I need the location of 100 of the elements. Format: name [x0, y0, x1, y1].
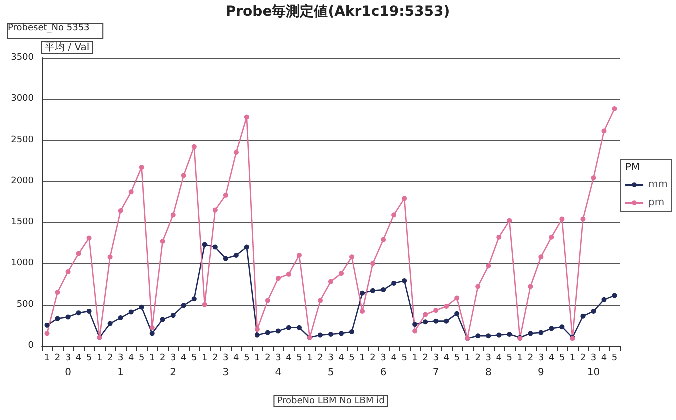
point — [507, 332, 512, 337]
x-tick-label: 2 — [528, 354, 534, 364]
text: 1 — [118, 368, 124, 378]
x-tick-label: 5 — [244, 354, 250, 364]
x-tick-label: 1 — [570, 354, 576, 364]
point — [370, 261, 376, 266]
point — [212, 208, 218, 213]
x-tick-label: 2 — [212, 354, 218, 364]
y-tick-label: 3500 — [11, 53, 34, 63]
legend-label: pm — [648, 198, 665, 208]
point — [370, 288, 376, 294]
x-tick-label: 5 — [192, 354, 198, 364]
point — [434, 308, 439, 314]
x-tick-label: 4 — [286, 354, 292, 364]
x-tick-label: 4 — [338, 354, 345, 364]
point — [86, 236, 92, 241]
point — [55, 290, 60, 296]
point — [328, 332, 334, 337]
point — [108, 321, 113, 326]
x-tick-label: 3 — [538, 354, 544, 364]
point — [66, 269, 71, 274]
point — [360, 290, 366, 296]
y-tick-label: 1500 — [11, 218, 34, 228]
point — [254, 327, 260, 332]
x-tick-label: 2 — [107, 354, 114, 364]
x-tick-label: 4 — [548, 354, 555, 364]
point — [265, 298, 270, 304]
point — [350, 254, 355, 260]
x-tick-label: 3 — [170, 354, 176, 364]
text: Probeset_No 5353 — [8, 24, 90, 34]
point — [350, 330, 355, 335]
x-axis-title: ProbeNo LBM No LBM id — [277, 396, 385, 406]
point — [192, 144, 197, 150]
point — [76, 310, 82, 316]
text: 0 — [65, 368, 72, 378]
point — [496, 234, 502, 240]
legend-title: PM — [625, 162, 640, 174]
point — [591, 308, 596, 314]
point — [318, 332, 323, 338]
point — [507, 218, 512, 224]
point — [580, 216, 586, 222]
point — [265, 330, 270, 336]
point — [118, 316, 124, 321]
point — [160, 239, 166, 244]
point — [276, 328, 281, 334]
point — [549, 326, 554, 332]
point — [212, 244, 218, 250]
x-tick-label: 5 — [402, 354, 408, 364]
y-axis-title: 平均 / Val — [45, 42, 90, 54]
x-tick-label: 5 — [86, 354, 92, 364]
y-tick-label: 2000 — [11, 176, 34, 186]
text: 2 — [170, 368, 177, 378]
chart-title: Probe毎測定値(Akr1c19:5353) — [226, 3, 450, 20]
x-tick-label: 5 — [506, 354, 513, 364]
point — [381, 288, 386, 293]
x-tick-label: 4 — [601, 354, 608, 364]
point — [454, 311, 460, 316]
x-tick-label: 3 — [486, 354, 492, 364]
point — [181, 303, 186, 308]
point — [86, 308, 92, 314]
x-tick-label: 2 — [370, 354, 376, 364]
y-tick-label: 2500 — [11, 135, 34, 146]
point — [76, 251, 82, 256]
point — [128, 190, 134, 195]
point — [202, 302, 208, 308]
point — [296, 252, 302, 258]
x-tick-label: 3 — [223, 354, 229, 364]
point — [412, 322, 418, 328]
x-tick-label: 1 — [44, 354, 50, 364]
x-tick-label: 3 — [380, 354, 386, 364]
x-tick-label: 1 — [96, 354, 103, 364]
x-tick-label: 5 — [454, 354, 460, 364]
x-tick-label: 5 — [349, 354, 355, 364]
point — [412, 328, 418, 334]
x-tick-label: 5 — [612, 354, 618, 364]
x-tick-label: 4 — [181, 354, 188, 364]
point — [66, 314, 71, 320]
x-tick-label: 4 — [496, 354, 502, 364]
x-tick-label: 1 — [307, 354, 313, 364]
point — [612, 293, 618, 298]
point — [128, 310, 134, 315]
point — [476, 334, 481, 339]
x-tick-label: 3 — [590, 354, 597, 364]
point — [392, 212, 397, 218]
text: 3 — [222, 368, 230, 378]
point — [580, 314, 586, 319]
x-tick-label: 4 — [444, 354, 450, 364]
point — [444, 304, 450, 309]
point — [454, 296, 460, 301]
x-tick-label: 3 — [65, 354, 72, 364]
point — [276, 276, 281, 282]
text: 10 — [587, 368, 600, 378]
point — [392, 280, 397, 286]
point — [434, 318, 439, 324]
point — [476, 284, 481, 290]
text: 8 — [485, 368, 492, 378]
text: 6 — [380, 368, 387, 378]
x-tick-label: 5 — [559, 354, 566, 364]
point — [496, 332, 502, 338]
point — [44, 322, 50, 328]
